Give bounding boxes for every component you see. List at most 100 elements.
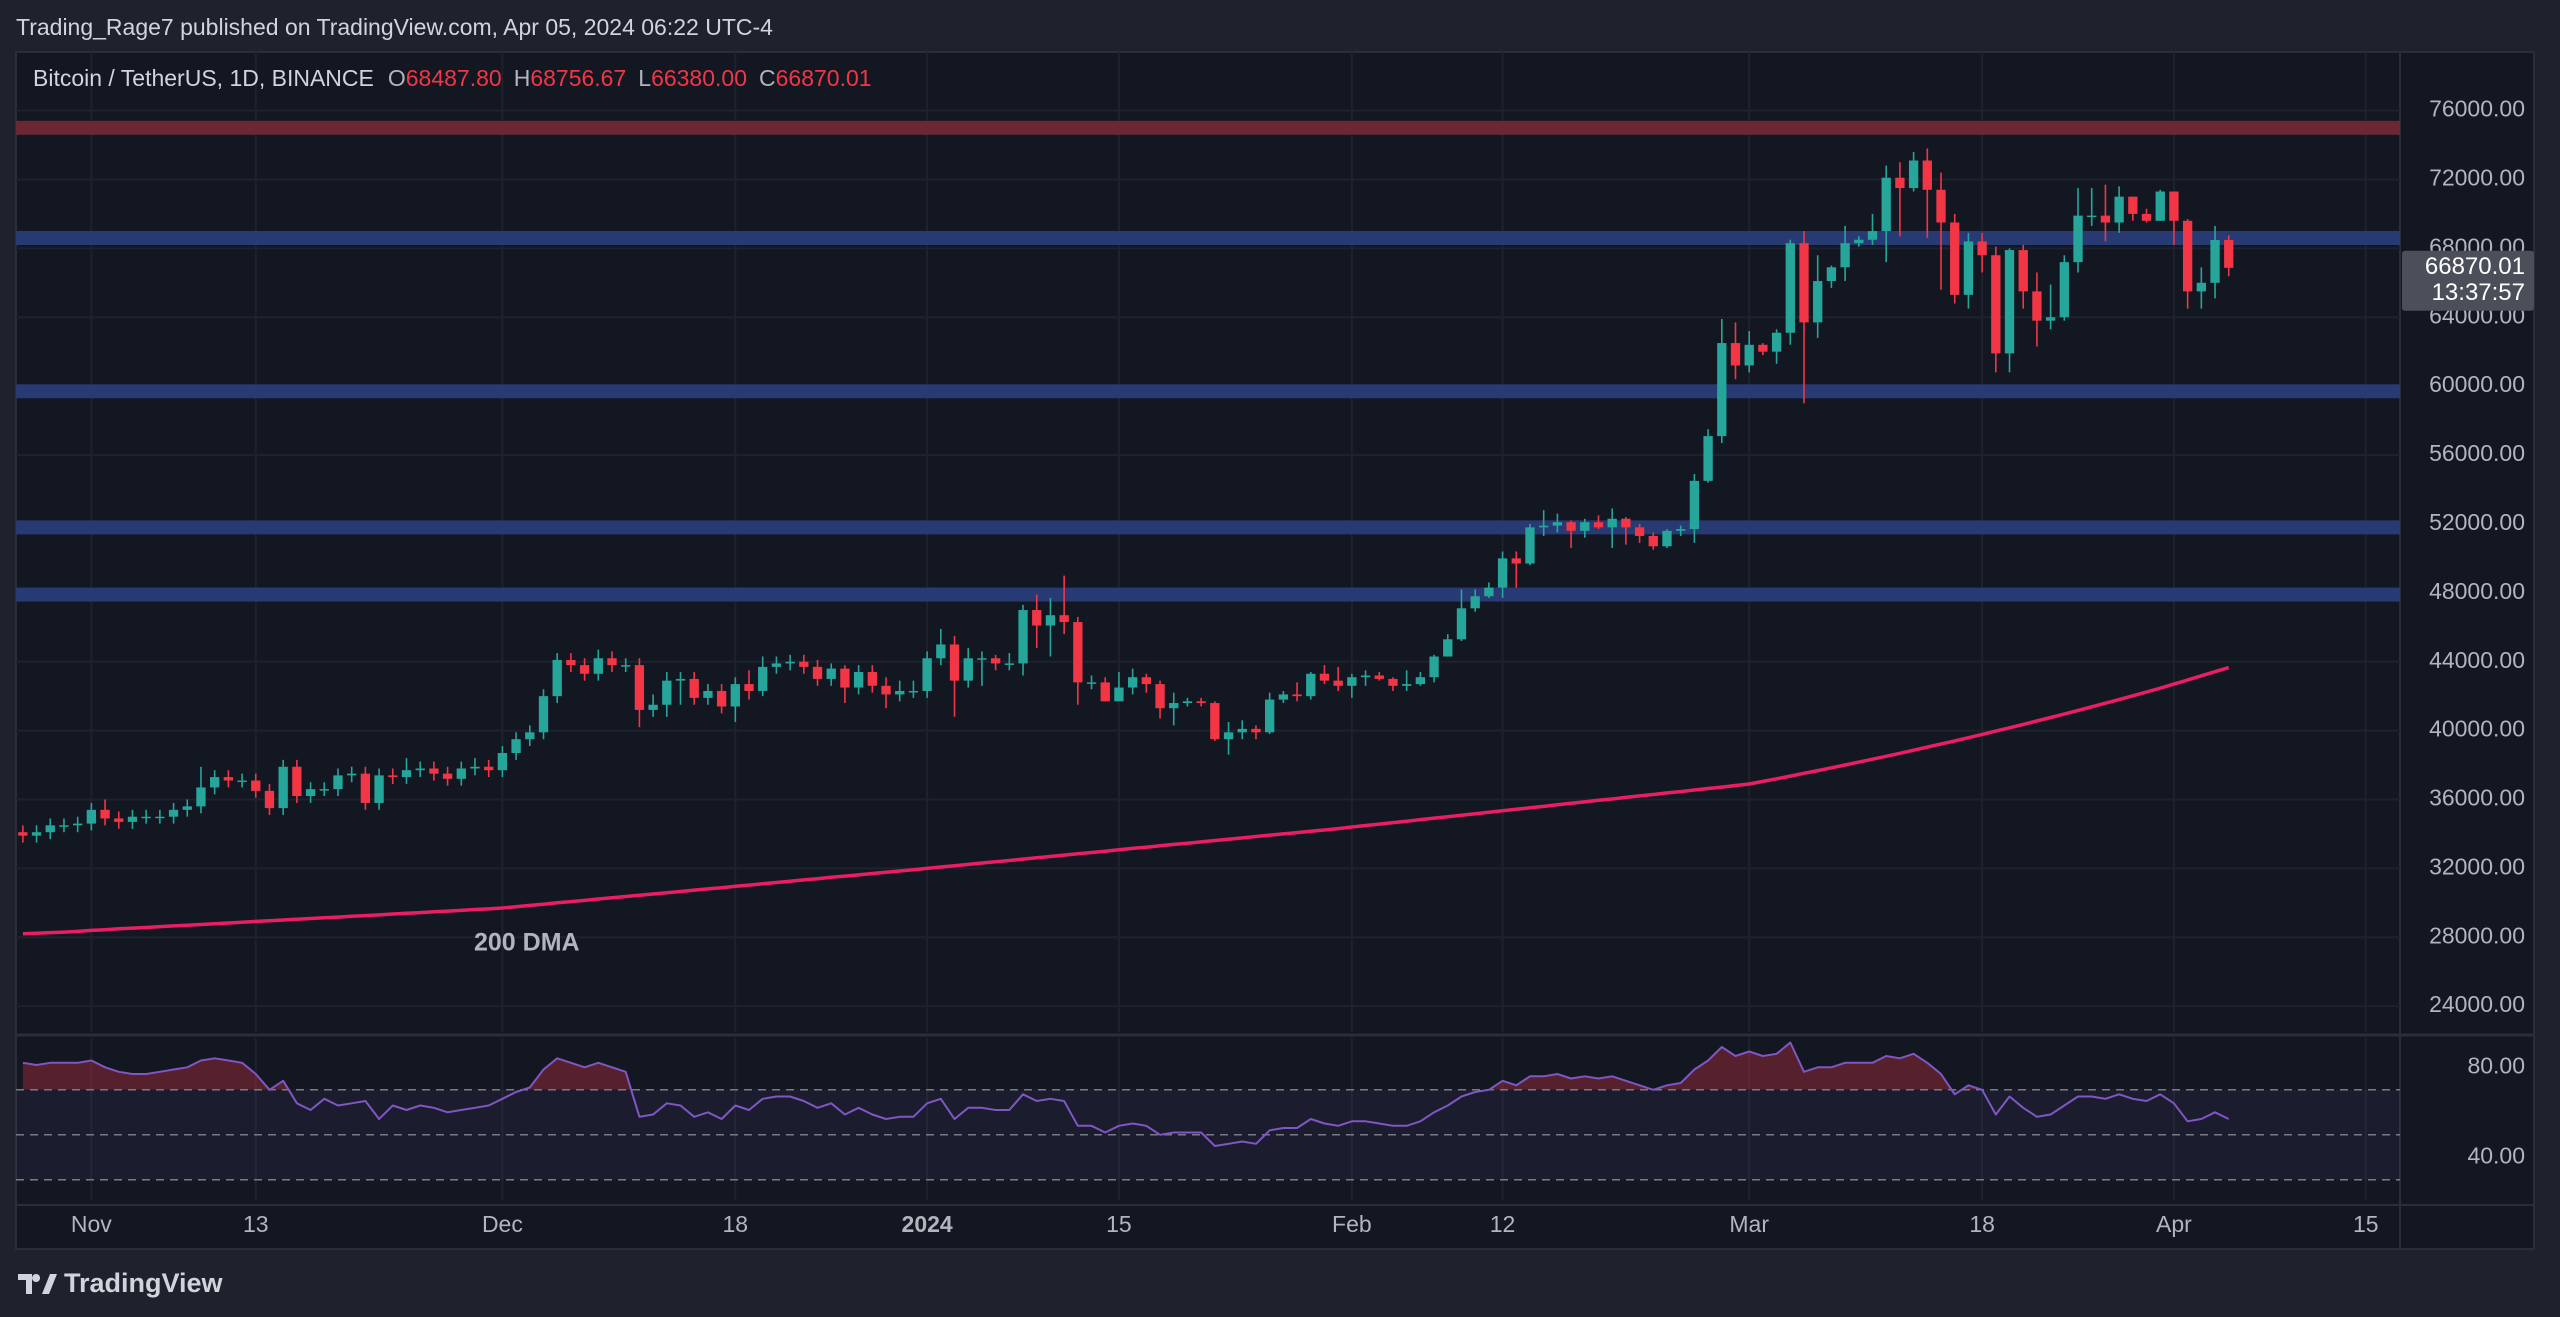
y-tick-label: 52000.00 bbox=[2429, 509, 2525, 535]
price-value: 66870.01 bbox=[2425, 253, 2525, 280]
candle-body bbox=[497, 752, 508, 771]
candle-body bbox=[840, 668, 850, 688]
candle-body bbox=[895, 690, 905, 695]
candle-body bbox=[1182, 701, 1193, 704]
x-tick-label: 15 bbox=[1106, 1211, 1132, 1237]
ohlc-value: 68756.67 bbox=[530, 65, 626, 91]
candle-body bbox=[1867, 231, 1878, 240]
candle-body bbox=[1155, 684, 1165, 709]
candle-body bbox=[1771, 332, 1782, 352]
candle-body bbox=[305, 789, 316, 797]
candle-body bbox=[456, 768, 466, 779]
level-band bbox=[16, 587, 2400, 602]
candle-body bbox=[1306, 673, 1316, 697]
candle-body bbox=[1922, 160, 1932, 190]
candle-body bbox=[1045, 615, 1056, 626]
candle-body bbox=[1456, 608, 1467, 640]
candle-body bbox=[1443, 639, 1453, 657]
candle-body bbox=[1977, 241, 1987, 256]
candle-body bbox=[2169, 191, 2179, 221]
x-tick-label: Nov bbox=[71, 1211, 112, 1237]
candle-body bbox=[689, 678, 699, 698]
candle-body bbox=[867, 672, 877, 686]
candle-body bbox=[1799, 243, 1809, 323]
candle-body bbox=[853, 672, 864, 688]
candle-body bbox=[86, 809, 97, 824]
candle-body bbox=[648, 704, 658, 710]
candle-body bbox=[374, 775, 384, 803]
x-tick-label: Mar bbox=[1729, 1211, 1769, 1237]
y-tick-label: 48000.00 bbox=[2429, 578, 2525, 604]
dma-label: 200 DMA bbox=[474, 929, 580, 957]
candle-body bbox=[251, 780, 261, 791]
candle-body bbox=[1854, 239, 1864, 244]
symbol-legend: Bitcoin / TetherUS, 1D, BINANCE O68487.80… bbox=[33, 65, 872, 91]
candle-body bbox=[511, 739, 521, 753]
candle-body bbox=[949, 644, 960, 681]
candle-body bbox=[2045, 317, 2056, 321]
symbol: Bitcoin / TetherUS, 1D, BINANCE bbox=[33, 65, 374, 91]
rsi-line bbox=[22, 1041, 2230, 1147]
candle-body bbox=[45, 825, 55, 833]
candle-body bbox=[141, 816, 151, 819]
candle-body bbox=[319, 789, 329, 791]
y-tick-label: 56000.00 bbox=[2429, 440, 2525, 466]
candle-body bbox=[1264, 699, 1275, 733]
candle-body bbox=[1662, 530, 1672, 547]
candle-body bbox=[1511, 558, 1521, 564]
candle-body bbox=[1676, 529, 1686, 531]
level-band bbox=[16, 384, 2400, 399]
candle-body bbox=[1114, 687, 1124, 702]
candle-body bbox=[278, 766, 288, 809]
candle-body bbox=[1826, 267, 1837, 282]
candle-body bbox=[2128, 196, 2138, 214]
candle-body bbox=[1950, 222, 1960, 295]
candle-body bbox=[758, 666, 768, 691]
y-tick-label: 24000.00 bbox=[2429, 991, 2525, 1017]
candle-body bbox=[2032, 291, 2042, 321]
candle-body bbox=[1141, 677, 1152, 685]
candle-body bbox=[1223, 732, 1234, 740]
candle-body bbox=[2018, 250, 2028, 292]
candle-body bbox=[347, 773, 357, 776]
candle-body bbox=[2141, 213, 2152, 221]
candle-body bbox=[72, 823, 83, 826]
candle-body bbox=[744, 684, 754, 691]
candle-body bbox=[1936, 189, 1946, 223]
candle-body bbox=[1497, 558, 1508, 588]
axes: 24000.00 28000.00 32000.00 36000.00 40000.00… bbox=[71, 96, 2525, 1237]
candle-body bbox=[1991, 255, 2001, 354]
candle-body bbox=[1717, 343, 1727, 437]
candle-body bbox=[977, 658, 987, 660]
candle-body bbox=[18, 832, 28, 836]
candle-body bbox=[1607, 518, 1617, 528]
x-tick-label: Dec bbox=[482, 1211, 523, 1237]
countdown: 13:37:57 bbox=[2432, 279, 2525, 306]
candle-body bbox=[1004, 663, 1014, 665]
y2-tick-label: 80.00 bbox=[2467, 1052, 2525, 1078]
candles bbox=[18, 148, 2234, 843]
candle-body bbox=[785, 661, 795, 664]
candle-body bbox=[415, 768, 425, 771]
candle-body bbox=[442, 773, 453, 779]
candle-body bbox=[292, 766, 302, 797]
candle-body bbox=[593, 658, 603, 674]
x-tick-label: 15 bbox=[2353, 1211, 2379, 1237]
candle-body bbox=[1333, 680, 1343, 686]
y-tick-label: 44000.00 bbox=[2429, 647, 2525, 673]
candle-body bbox=[1073, 622, 1083, 683]
candle-body bbox=[168, 809, 179, 817]
candle-body bbox=[1237, 728, 1247, 733]
chart-pane bbox=[15, 51, 2535, 1250]
candle-body bbox=[1593, 522, 1604, 528]
x-tick-label: 13 bbox=[243, 1211, 269, 1237]
candle-body bbox=[607, 658, 617, 666]
candle-body bbox=[1251, 728, 1261, 733]
candle-body bbox=[2224, 239, 2234, 268]
candle-body bbox=[1347, 677, 1357, 686]
candle-body bbox=[237, 780, 247, 783]
candle-body bbox=[1758, 344, 1768, 352]
